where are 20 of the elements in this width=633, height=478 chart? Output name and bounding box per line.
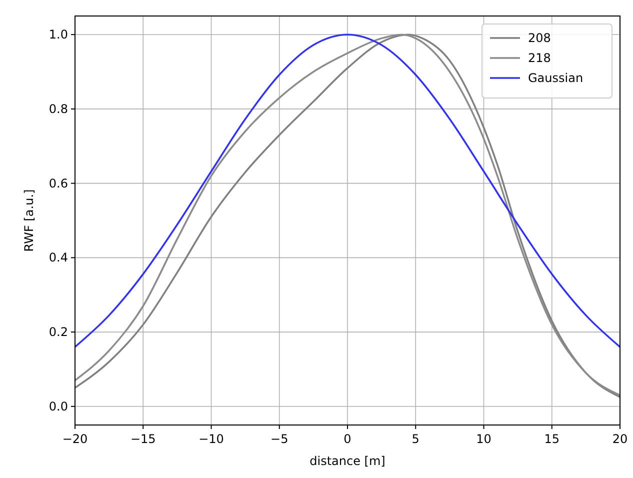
x-tick-label: −20 <box>62 432 88 446</box>
legend-label: Gaussian <box>528 71 584 85</box>
x-tick-label: 15 <box>544 432 560 446</box>
legend-label: 218 <box>528 51 551 65</box>
x-tick-label: −15 <box>130 432 156 446</box>
legend-label: 208 <box>528 31 551 45</box>
y-tick-label: 1.0 <box>48 28 68 42</box>
x-tick-label: −5 <box>270 432 288 446</box>
y-axis-title: RWF [a.u.] <box>22 189 36 252</box>
y-tick-label: 0.2 <box>48 325 68 340</box>
x-tick-label: 5 <box>412 432 420 446</box>
x-tick-label: −10 <box>198 432 224 446</box>
y-tick-label: 0.8 <box>48 102 68 116</box>
y-tick-label: 0.4 <box>48 250 68 265</box>
x-axis-title: distance [m] <box>310 454 386 468</box>
y-tick-label: 0.6 <box>48 176 68 190</box>
y-tick-label: 0.0 <box>48 399 68 414</box>
x-tick-label: 20 <box>612 432 628 446</box>
x-tick-label: 0 <box>344 432 352 446</box>
x-tick-label: 10 <box>476 432 492 446</box>
